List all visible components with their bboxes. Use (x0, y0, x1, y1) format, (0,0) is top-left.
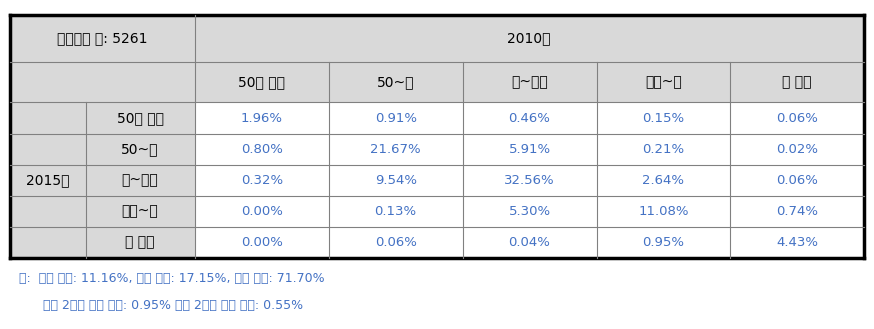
Text: 0.95%: 0.95% (642, 236, 684, 249)
Text: 1.96%: 1.96% (240, 112, 282, 125)
Bar (195, 227, 329, 258)
Bar (597, 165, 731, 196)
Bar (329, 134, 462, 165)
Text: 삼백~천: 삼백~천 (645, 75, 682, 89)
Text: 백~삼백: 백~삼백 (511, 75, 548, 89)
Bar (731, 102, 864, 134)
Bar (597, 196, 731, 227)
Text: 2010년: 2010년 (508, 31, 551, 45)
Bar (731, 134, 864, 165)
Text: 2.64%: 2.64% (642, 174, 684, 187)
Text: 0.02%: 0.02% (776, 143, 818, 156)
Text: 4.43%: 4.43% (776, 236, 818, 249)
Text: 5.30%: 5.30% (509, 205, 551, 218)
Bar (462, 165, 597, 196)
Text: 50인 미만: 50인 미만 (116, 111, 163, 125)
Text: 50~백: 50~백 (121, 142, 159, 156)
Bar (195, 196, 329, 227)
Bar (597, 227, 731, 258)
Bar (86, 102, 195, 134)
Bar (86, 165, 195, 196)
Text: 하위 2구간 이상 이동: 0.95% 상위 2구간 이상 이동: 0.55%: 하위 2구간 이상 이동: 0.95% 상위 2구간 이상 이동: 0.55% (19, 299, 303, 312)
Text: 32.56%: 32.56% (504, 174, 555, 187)
Text: 전체기업 수: 5261: 전체기업 수: 5261 (58, 31, 148, 45)
Text: 11.08%: 11.08% (638, 205, 689, 218)
Bar (731, 165, 864, 196)
Bar (329, 196, 462, 227)
Text: 21.67%: 21.67% (371, 143, 421, 156)
Text: 0.80%: 0.80% (240, 143, 282, 156)
Bar (329, 165, 462, 196)
Bar (597, 102, 731, 134)
Bar (462, 227, 597, 258)
Bar (195, 165, 329, 196)
Bar (731, 196, 864, 227)
Bar (86, 196, 195, 227)
Text: 50인 미만: 50인 미만 (239, 75, 285, 89)
Bar (462, 102, 597, 134)
Text: 50~백: 50~백 (377, 75, 414, 89)
Text: 0.91%: 0.91% (375, 112, 417, 125)
Bar (195, 102, 329, 134)
Text: 2015년: 2015년 (26, 173, 70, 187)
Text: 0.06%: 0.06% (375, 236, 417, 249)
Bar (597, 134, 731, 165)
Text: 0.13%: 0.13% (375, 205, 417, 218)
Text: 0.32%: 0.32% (240, 174, 283, 187)
Text: 천 이상: 천 이상 (782, 75, 812, 89)
Bar (329, 102, 462, 134)
Text: 0.04%: 0.04% (509, 236, 551, 249)
Text: 주:  하위 이동: 11.16%, 상위 이동: 17.15%, 변동 없음: 71.70%: 주: 하위 이동: 11.16%, 상위 이동: 17.15%, 변동 없음: … (19, 271, 325, 285)
Text: 0.00%: 0.00% (240, 236, 282, 249)
Bar (86, 227, 195, 258)
Bar (731, 227, 864, 258)
Text: 0.15%: 0.15% (642, 112, 684, 125)
Bar (329, 227, 462, 258)
Text: 0.06%: 0.06% (776, 174, 818, 187)
Bar (462, 134, 597, 165)
Text: 백~삼백: 백~삼백 (121, 173, 158, 187)
Text: 0.46%: 0.46% (509, 112, 551, 125)
Text: 0.00%: 0.00% (240, 205, 282, 218)
Text: 0.06%: 0.06% (776, 112, 818, 125)
Text: 0.21%: 0.21% (642, 143, 684, 156)
Text: 5.91%: 5.91% (509, 143, 551, 156)
Text: 천 이상: 천 이상 (125, 236, 155, 250)
Text: 0.74%: 0.74% (776, 205, 818, 218)
Bar (462, 196, 597, 227)
Text: 삼백~천: 삼백~천 (121, 205, 158, 218)
Bar (86, 134, 195, 165)
Bar (195, 134, 329, 165)
Text: 9.54%: 9.54% (375, 174, 417, 187)
Bar (10, 102, 86, 258)
